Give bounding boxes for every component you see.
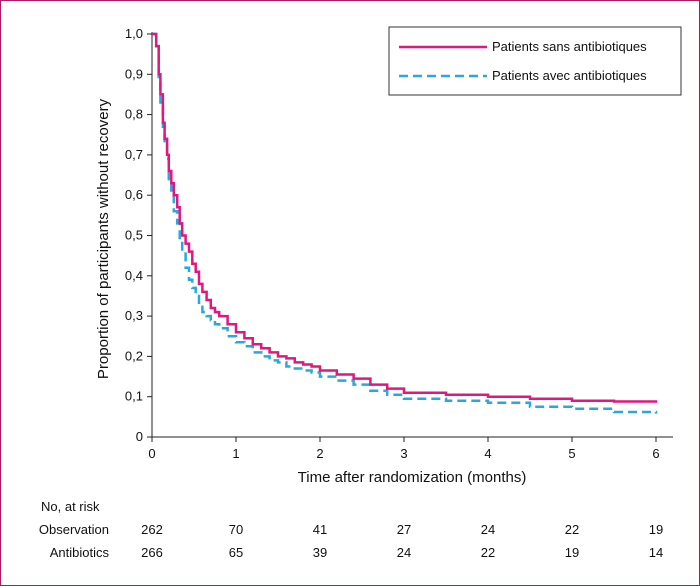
y-tick-label: 0,6 [125, 187, 143, 202]
legend-box [388, 26, 682, 96]
legend-label-sans: Patients sans antibiotiques [492, 39, 647, 54]
y-tick-label: 0,5 [125, 228, 143, 243]
y-tick-label: 0,3 [125, 308, 143, 323]
y-tick-label: 0 [136, 429, 143, 444]
y-tick-label: 0,7 [125, 147, 143, 162]
risk-row-label-antibiotics: Antibiotics [50, 545, 110, 560]
survival-curves [152, 32, 658, 414]
series-line-avec-antibiotiques [152, 32, 658, 414]
series-line-sans-antibiotiques [152, 32, 658, 403]
risk-value: 41 [313, 522, 327, 537]
x-tick-label: 0 [148, 446, 155, 461]
x-tick-label: 5 [568, 446, 575, 461]
risk-value: 266 [141, 545, 163, 560]
y-tick-label: 0,4 [125, 268, 143, 283]
risk-value: 70 [229, 522, 243, 537]
risk-value: 24 [397, 545, 411, 560]
axes: 0 0,1 0,2 0,3 0,4 0,5 0,6 0,7 0,8 0,9 1,0 0 1 2 3 4 5 6 [125, 26, 673, 461]
risk-value: 19 [649, 522, 663, 537]
x-tick-label: 6 [652, 446, 659, 461]
risk-values: 262 70 41 27 24 22 19 266 65 39 24 22 19 14 [141, 522, 663, 560]
risk-value: 22 [565, 522, 579, 537]
y-tick-label: 0,2 [125, 348, 143, 363]
x-tick-label: 2 [316, 446, 323, 461]
y-tick-label: 0,1 [125, 389, 143, 404]
legend: Patients sans antibiotiques Patients ave… [388, 26, 682, 96]
y-tick-label: 0,8 [125, 107, 143, 122]
y-axis-title: Proportion of participants without recov… [95, 98, 112, 379]
x-tick-label: 4 [484, 446, 491, 461]
legend-label-avec: Patients avec antibiotiques [492, 68, 647, 83]
x-tick-label: 1 [232, 446, 239, 461]
y-tick-label: 0,9 [125, 66, 143, 81]
risk-value: 27 [397, 522, 411, 537]
y-tick-label: 1,0 [125, 26, 143, 41]
risk-value: 24 [481, 522, 495, 537]
risk-row-label-observation: Observation [39, 522, 109, 537]
risk-value: 19 [565, 545, 579, 560]
x-tick-label: 3 [400, 446, 407, 461]
risk-value: 262 [141, 522, 163, 537]
risk-value: 39 [313, 545, 327, 560]
risk-value: 22 [481, 545, 495, 560]
risk-value: 65 [229, 545, 243, 560]
x-axis-title: Time after randomization (months) [298, 469, 527, 486]
risk-table: No, at risk Observation Antibiotics 262 7… [39, 499, 663, 560]
risk-value: 14 [649, 545, 663, 560]
risk-table-header: No, at risk [41, 499, 100, 514]
